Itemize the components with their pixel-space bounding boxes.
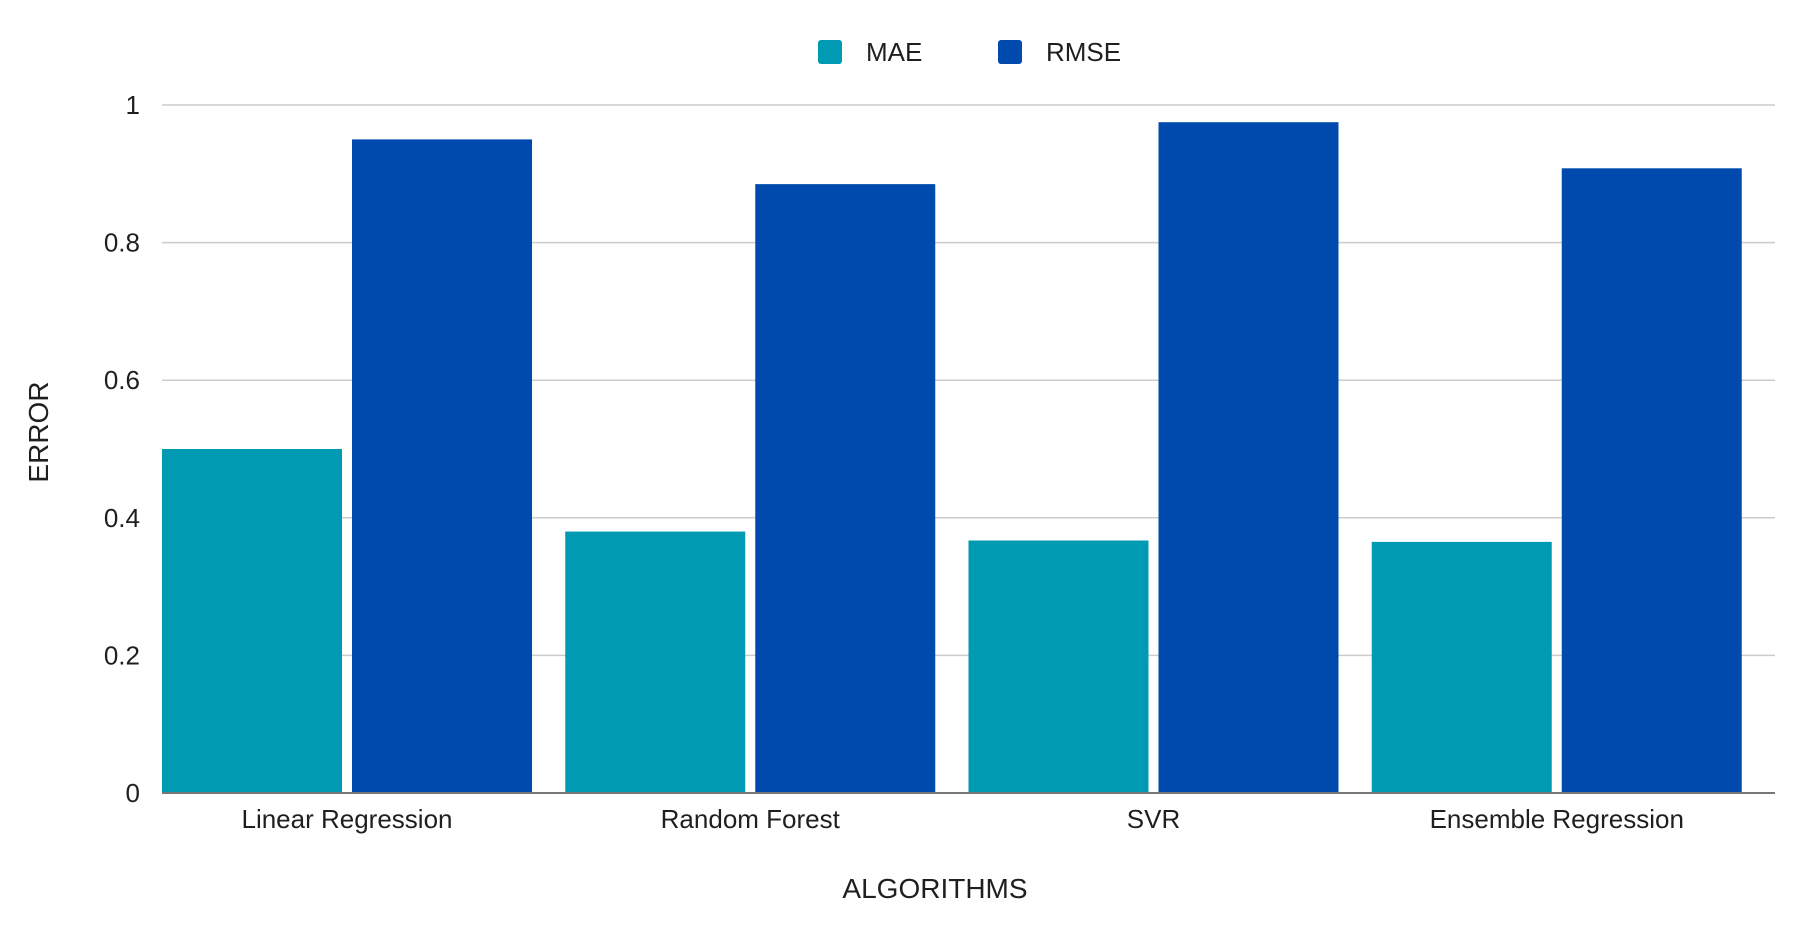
bar-rmse [1561, 168, 1742, 793]
legend-swatch-rmse [998, 40, 1022, 64]
y-tick-label: 0.4 [104, 503, 140, 533]
bar-mae [162, 449, 342, 793]
legend-label-rmse: RMSE [1046, 37, 1121, 67]
bars [162, 122, 1742, 793]
y-axis-title: ERROR [23, 381, 54, 482]
x-category-label: Ensemble Regression [1430, 804, 1684, 834]
x-category-label: SVR [1127, 804, 1180, 834]
y-axis-ticks: 0 0.2 0.4 0.6 0.8 1 [104, 90, 140, 808]
bar-mae [1371, 541, 1552, 793]
bar-mae [565, 531, 746, 793]
bar-rmse [1158, 122, 1339, 793]
y-tick-label: 0.2 [104, 640, 140, 670]
y-tick-label: 0 [126, 778, 140, 808]
x-axis-title: ALGORITHMS [842, 873, 1027, 904]
legend: MAE RMSE [818, 37, 1121, 67]
x-axis-categories: Linear Regression Random Forest SVR Ensembl… [241, 804, 1683, 834]
x-category-label: Random Forest [661, 804, 841, 834]
x-category-label: Linear Regression [241, 804, 452, 834]
y-tick-label: 1 [126, 90, 140, 120]
legend-label-mae: MAE [866, 37, 922, 67]
y-tick-label: 0.6 [104, 365, 140, 395]
bar-mae [968, 540, 1149, 793]
legend-swatch-mae [818, 40, 842, 64]
y-tick-label: 0.8 [104, 228, 140, 258]
bar-rmse [352, 139, 532, 793]
bar-rmse [755, 184, 936, 793]
